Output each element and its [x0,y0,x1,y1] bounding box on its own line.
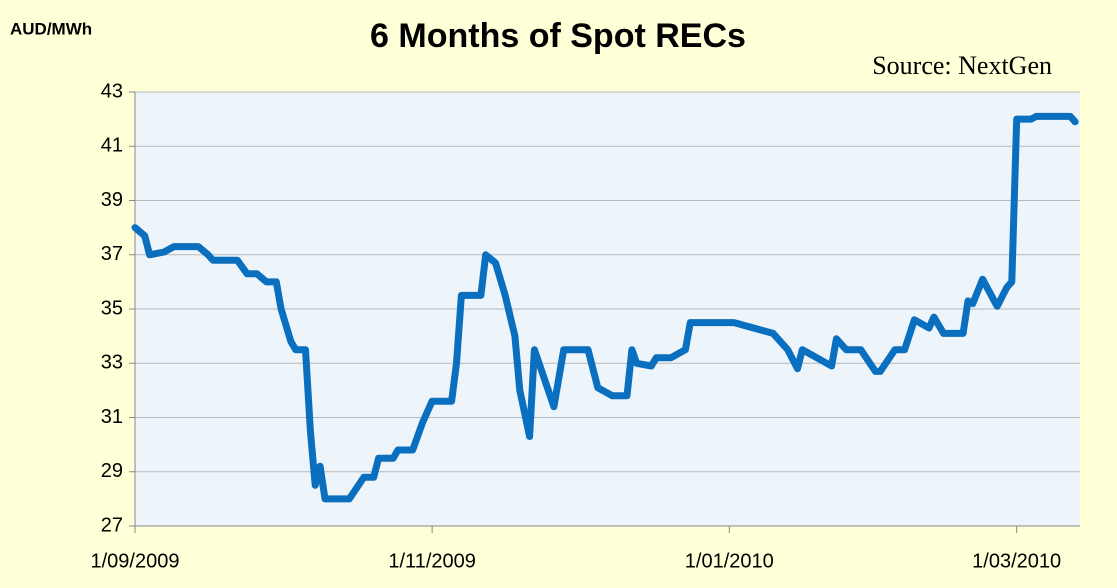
y-tick-label: 39 [101,189,123,211]
y-axis-label: AUD/MWh [10,19,92,38]
x-tick-label: 1/03/2010 [972,550,1061,572]
x-tick-label: 1/01/2010 [685,550,774,572]
x-tick-label: 1/11/2009 [388,550,476,572]
y-tick-label: 43 [101,80,123,102]
y-tick-label: 31 [101,406,123,428]
x-tick-label: 1/09/2009 [91,550,180,572]
y-tick-label: 41 [101,135,123,157]
y-tick-label: 27 [101,514,123,536]
chart-title: 6 Months of Spot RECs [370,17,746,55]
data-line [131,112,1079,503]
y-tick-label: 33 [101,352,123,374]
source-note: Source: NextGen [872,51,1052,80]
y-tick-label: 37 [101,243,123,265]
y-tick-label: 29 [101,460,123,482]
y-tick-label: 35 [101,297,123,319]
